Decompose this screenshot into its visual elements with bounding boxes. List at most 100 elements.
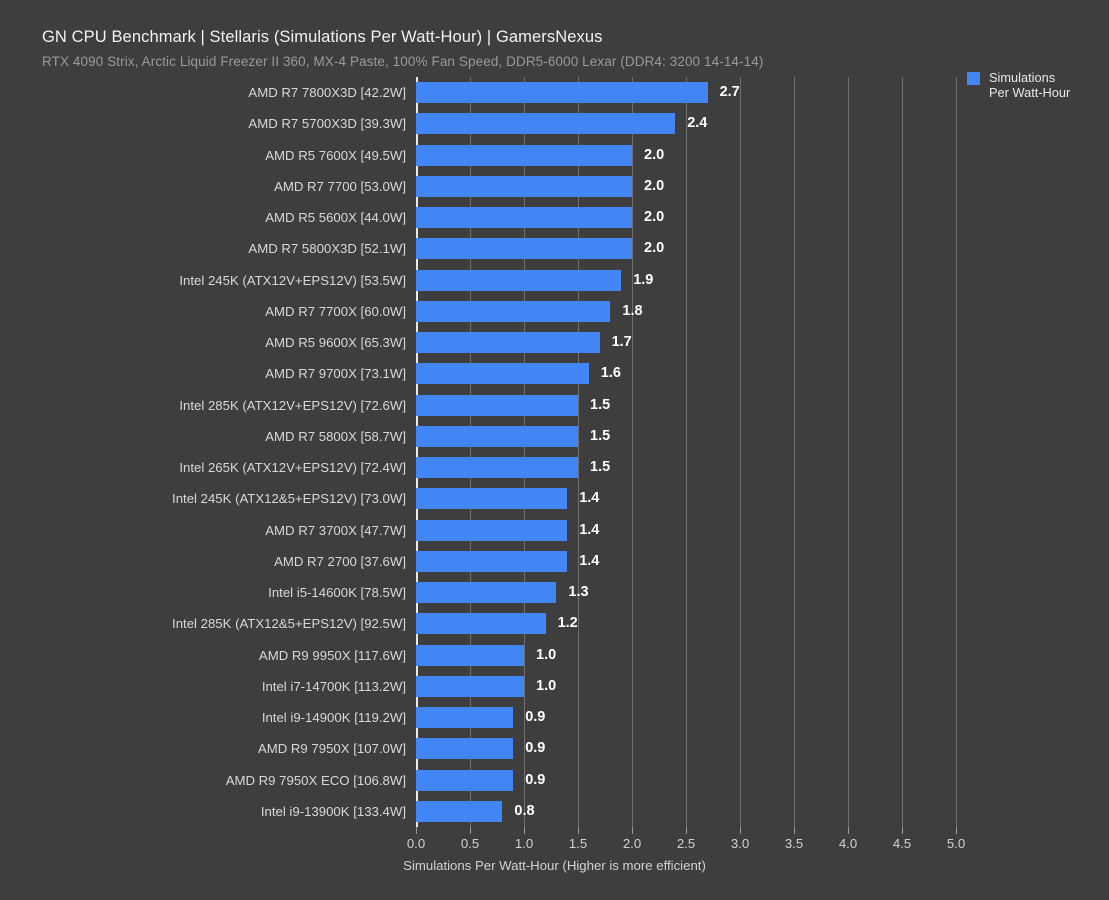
y-axis-category-labels: AMD R7 7800X3D [42.2W] AMD R7 5700X3D [39… [0, 77, 406, 827]
bar[interactable] [416, 550, 568, 572]
bar[interactable] [416, 738, 514, 760]
bar[interactable] [416, 332, 600, 353]
y-axis-category-label: Intel i7-14700K [113.2W] [261, 678, 406, 694]
y-axis-category-label: AMD R7 2700 [37.6W] [274, 553, 406, 569]
x-gridline [632, 77, 633, 827]
y-axis-category-label: AMD R5 7600X [49.5W] [265, 147, 406, 163]
bar-value-label: 1.9 [633, 271, 654, 288]
bar[interactable] [416, 519, 568, 541]
bar-row[interactable]: 1.4 [416, 515, 956, 546]
legend-label: Simulations Per Watt-Hour [989, 70, 1071, 100]
bar-value-label: 1.4 [579, 521, 600, 538]
x-tick-label: 4.5 [892, 836, 912, 851]
bar[interactable] [416, 113, 676, 135]
y-axis-category-label: Intel 285K (ATX12&5+EPS12V) [92.5W] [172, 616, 406, 632]
y-axis-category-label: AMD R7 5800X [58.7W] [265, 428, 406, 444]
bar-row[interactable]: 1.5 [416, 390, 956, 421]
bar-value-label: 0.8 [514, 802, 535, 819]
bar-row[interactable]: 1.3 [416, 577, 956, 608]
bar-value-label: 0.9 [525, 709, 546, 725]
bar-row[interactable]: 2.0 [416, 202, 956, 233]
bar-row[interactable]: 1.9 [416, 265, 956, 296]
bar-row[interactable]: 1.0 [416, 640, 956, 671]
y-axis-category-label: AMD R7 7700X [60.0W] [265, 303, 406, 319]
x-gridline [902, 77, 903, 827]
y-axis-category-label: Intel i9-13900K [133.4W] [260, 803, 406, 819]
chart-legend: Simulations Per Watt-Hour [967, 70, 1070, 100]
bar-value-label: 1.4 [579, 490, 600, 507]
y-axis-category-label: AMD R7 7800X3D [42.2W] [248, 85, 406, 100]
bar[interactable] [416, 707, 514, 728]
y-axis-category-label: AMD R7 9700X [73.1W] [265, 366, 406, 382]
y-axis-category-label: Intel i9-14900K [119.2W] [261, 710, 406, 725]
bar[interactable] [416, 300, 611, 322]
bar[interactable] [416, 675, 524, 697]
x-tick-mark [740, 827, 741, 834]
bar[interactable] [416, 394, 578, 416]
x-tick-label: 0.0 [406, 836, 426, 851]
x-gridline [794, 77, 795, 827]
bar[interactable] [416, 238, 632, 260]
bar-row[interactable]: 1.0 [416, 671, 956, 702]
bar[interactable] [416, 363, 589, 385]
bar-row[interactable]: 2.4 [416, 108, 956, 139]
bar-row[interactable]: 2.0 [416, 171, 956, 202]
y-axis-category-label: AMD R7 5800X3D [52.1W] [248, 241, 406, 257]
bar-row[interactable]: 2.7 [416, 77, 956, 108]
bar-row[interactable]: 0.9 [416, 702, 956, 733]
x-axis-title: Simulations Per Watt-Hour (Higher is mor… [403, 858, 706, 873]
bar-row[interactable]: 1.7 [416, 327, 956, 358]
x-tick-mark [794, 827, 795, 834]
x-tick-label: 0.5 [460, 836, 480, 851]
bar[interactable] [416, 425, 578, 447]
x-tick-label: 1.5 [568, 836, 588, 851]
x-gridline [686, 77, 687, 827]
bar-row[interactable]: 1.4 [416, 546, 956, 577]
y-axis-category-label: AMD R5 9600X [65.3W] [265, 335, 406, 350]
bar-value-label: 2.0 [644, 146, 665, 163]
bar-value-label: 1.7 [611, 334, 632, 350]
x-gridline [470, 77, 471, 827]
bar-row[interactable]: 1.5 [416, 452, 956, 483]
bar-row[interactable]: 1.4 [416, 483, 956, 514]
bar-row[interactable]: 0.9 [416, 765, 956, 796]
bar[interactable] [416, 175, 632, 197]
x-gridline [848, 77, 849, 827]
y-axis-category-label: AMD R7 5700X3D [39.3W] [248, 116, 406, 132]
bar-row[interactable]: 1.8 [416, 296, 956, 327]
bar-value-label: 1.0 [536, 677, 557, 694]
bar-value-label: 1.5 [590, 396, 611, 413]
y-axis-category-label: AMD R7 3700X [47.7W] [265, 522, 406, 538]
y-axis-category-label: AMD R9 7950X [107.0W] [257, 741, 406, 757]
bar-value-label: 0.9 [525, 740, 546, 757]
x-tick-label: 4.0 [838, 836, 858, 851]
y-axis-category-label: Intel 245K (ATX12V+EPS12V) [53.5W] [179, 272, 406, 288]
bar-value-label: 1.2 [557, 615, 578, 632]
y-axis-category-label: Intel 265K (ATX12V+EPS12V) [72.4W] [179, 460, 406, 475]
bar[interactable] [416, 457, 578, 478]
bar-row[interactable]: 2.0 [416, 140, 956, 171]
bar-row[interactable]: 0.8 [416, 796, 956, 827]
bar[interactable] [416, 769, 514, 791]
bar[interactable] [416, 800, 503, 822]
y-axis-category-label: AMD R9 9950X [117.6W] [258, 647, 406, 663]
bar[interactable] [416, 144, 632, 166]
bar[interactable] [416, 582, 557, 603]
x-tick-mark [848, 827, 849, 834]
bar-row[interactable]: 2.0 [416, 233, 956, 264]
bar-row[interactable]: 1.2 [416, 608, 956, 639]
bar-row[interactable]: 1.5 [416, 421, 956, 452]
bar[interactable] [416, 488, 568, 510]
x-gridline [524, 77, 525, 827]
bar-row[interactable]: 1.6 [416, 358, 956, 389]
bar[interactable] [416, 644, 524, 666]
bar-row[interactable]: 0.9 [416, 733, 956, 764]
x-gridline [740, 77, 741, 827]
bar[interactable] [416, 207, 632, 228]
bar[interactable] [416, 269, 622, 291]
bar[interactable] [416, 613, 546, 635]
bar[interactable] [416, 82, 708, 103]
y-axis-category-label: Intel 245K (ATX12&5+EPS12V) [73.0W] [172, 491, 406, 507]
bar-value-label: 1.0 [536, 646, 557, 663]
x-tick-label: 3.5 [784, 836, 804, 851]
